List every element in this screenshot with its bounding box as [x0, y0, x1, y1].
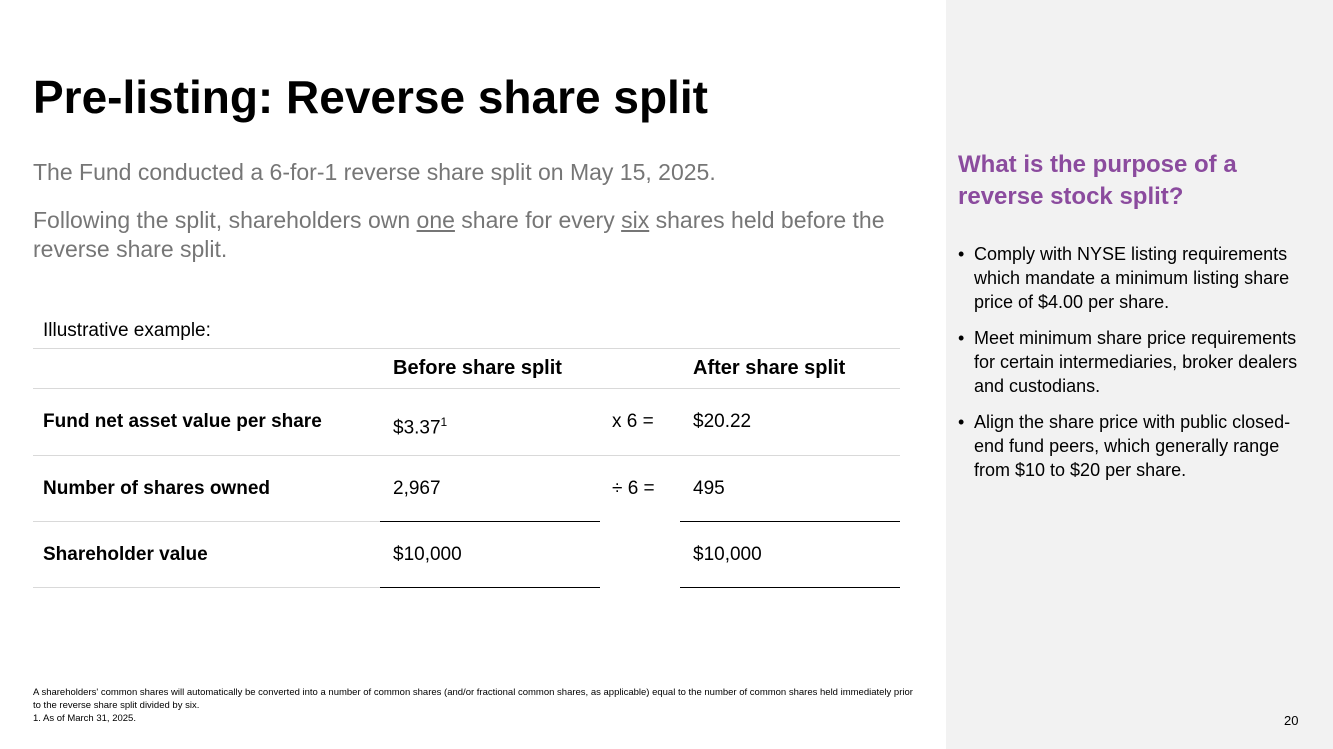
total-rule [380, 587, 600, 588]
sum-rule [680, 521, 900, 522]
page-number: 20 [1284, 713, 1299, 728]
row-label: Fund net asset value per share [43, 411, 322, 432]
operator: ÷ 6 = [612, 478, 655, 499]
row-label: Number of shares owned [43, 478, 270, 499]
footnote: 1. As of March 31, 2025. [33, 713, 136, 724]
text: Following the split, shareholders own [33, 207, 417, 233]
rule [33, 348, 900, 349]
column-header: Before share split [393, 357, 562, 379]
rule [33, 587, 380, 588]
cell: 2,967 [393, 478, 441, 499]
cell: $20.22 [693, 411, 752, 432]
bullet: Meet minimum share price requirements fo… [958, 326, 1308, 398]
value: $3.37 [393, 417, 441, 439]
bullet: Comply with NYSE listing requirements wh… [958, 242, 1308, 314]
cell: 495 [693, 478, 725, 499]
sum-rule [380, 521, 600, 522]
column-header: After share split [693, 357, 846, 379]
emphasis: one [416, 207, 455, 233]
cell: $10,000 [693, 544, 762, 565]
cell: $3.371 [393, 410, 447, 440]
sidebar-heading: What is the purpose of a reverse stock s… [958, 151, 1237, 210]
cell: $10,000 [393, 544, 462, 565]
table-caption: Illustrative example: [43, 320, 211, 341]
sidebar-bullets: Comply with NYSE listing requirements wh… [958, 242, 1308, 494]
statement: Following the split, shareholders own on… [33, 206, 933, 264]
emphasis: six [621, 207, 650, 233]
rule [33, 521, 380, 522]
text: shares held before the reverse share spl… [33, 207, 885, 262]
row-label: Shareholder value [43, 544, 208, 565]
intro: The Fund conducted a 6-for-1 reverse sha… [33, 159, 716, 185]
slide-title: Pre-listing: Reverse share split [33, 71, 708, 123]
text: share for every [454, 207, 622, 233]
rule [33, 388, 900, 389]
operator: x 6 = [612, 411, 654, 432]
footnotes: A shareholders' common shares will autom… [33, 686, 923, 725]
total-rule [680, 587, 900, 588]
note-ref: 1 [440, 415, 448, 429]
rule [33, 455, 900, 456]
footnote: A shareholders' common shares will autom… [33, 687, 913, 711]
bullet: Align the share price with public closed… [958, 410, 1308, 482]
